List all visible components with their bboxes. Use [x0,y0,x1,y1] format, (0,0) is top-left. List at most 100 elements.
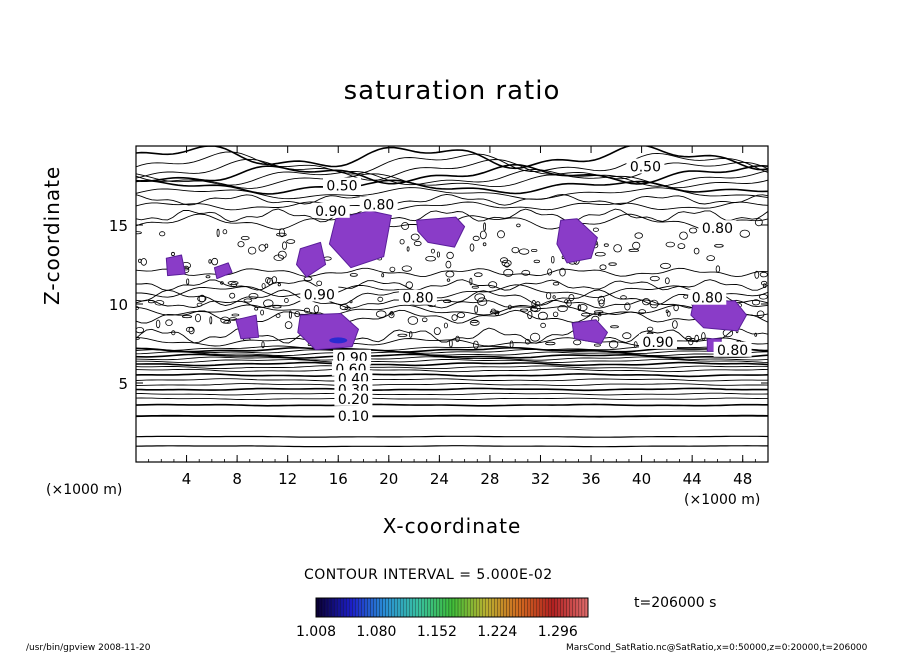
contour-blob [430,248,435,254]
contour-label-bg [334,408,373,424]
contour-blob [278,228,285,238]
contour-label: 0.90 [304,288,335,304]
contour-blob [665,241,676,248]
colorbar-cell [346,597,350,618]
contour-blob [519,308,529,312]
colorbar-cell [551,597,555,618]
contour-line [136,169,768,187]
colorbar-cell [418,597,422,618]
colorbar-cell [560,597,564,618]
contour-blob [573,339,582,346]
x-tick-label: 4 [182,470,192,488]
contour-label-bg [398,289,437,305]
chart-title: saturation ratio [343,76,561,106]
contour-blob [628,248,640,252]
contour-blob [231,313,240,317]
contour-blob [405,281,413,289]
contour-blob [303,307,311,313]
colorbar-cell [454,597,459,618]
contour-blob [685,335,692,341]
contour-blob [413,240,422,247]
colorbar-cell [488,597,492,618]
contour-blob [443,322,448,329]
contour-line [136,445,768,448]
contour-blob [509,340,514,349]
contour-line [136,365,768,370]
contour-blob [599,264,607,271]
contour-blob [552,282,560,286]
contour-blob [188,326,195,335]
contour-line [136,208,768,223]
contour-blob [209,316,213,325]
contour-label-bg [698,220,737,236]
x-tick-label: 36 [581,470,600,488]
shaded-region [235,314,260,340]
contour-blob [220,316,230,324]
contour-label: 0.10 [338,409,369,425]
shaded-core [329,337,348,344]
contour-blob [288,310,292,319]
colorbar-cell [327,597,332,618]
contour-blob [665,309,669,314]
y-axis-label: Z-coordinate [40,165,64,305]
contour-blob [754,218,763,227]
x-axis-label: X-coordinate [382,514,522,538]
contour-label-bg [323,177,361,193]
contour-blob [483,222,487,232]
contour-blob [294,311,301,318]
contour-blob [171,251,175,257]
colorbar-frame [315,597,589,618]
contour-blob [208,259,212,264]
contour-blob [649,299,659,309]
colorbar-cell [578,597,583,618]
contour-blob [597,295,605,305]
contour-blob [516,223,521,228]
contour-blob [642,298,651,306]
shaded-region [165,254,186,277]
contour-label-bg [688,289,727,305]
contour-blob [410,233,420,241]
contour-blob [349,300,353,304]
contour-blob [445,270,455,278]
contour-blob [223,320,232,324]
contour-blob [407,316,419,325]
colorbar-cell [527,597,531,618]
contour-blob [751,299,761,306]
contour-blob [263,299,274,308]
y-tick-label: 10 [109,296,128,314]
contour-blob [531,299,537,309]
colorbar-cell [491,597,495,618]
contour-blob [608,340,619,349]
colorbar-cell [524,597,528,618]
contour-blob [622,332,632,340]
contour-blob [186,278,190,285]
colorbar-cell [409,597,413,618]
x-tick-label: 20 [379,470,398,488]
contour-blob [577,304,582,312]
footer-right: MarsCond_SatRatio.nc@SatRatio,x=0:50000,… [566,643,868,653]
contour-label: 0.80 [402,291,433,307]
contour-blob [529,306,539,312]
contour-blob [443,299,452,304]
contour-blob [537,311,548,320]
contour-line [136,368,768,373]
contour-blob [220,281,224,285]
contour-blob [147,299,155,304]
contour-line [136,353,768,359]
colorbar-cell [397,597,401,618]
colorbar-cell [436,597,441,618]
contour-line [136,151,768,175]
contour-blob [388,311,395,319]
contour-blob [375,310,387,318]
contour-blob [474,305,478,314]
contour-blob [479,230,487,240]
contour-blob [613,244,622,253]
contour-blob [545,341,556,346]
contour-line [136,392,768,396]
x-tick-label: 12 [278,470,297,488]
contour-blob [693,247,700,255]
contour-blob [758,294,768,300]
contour-blob [406,246,410,252]
